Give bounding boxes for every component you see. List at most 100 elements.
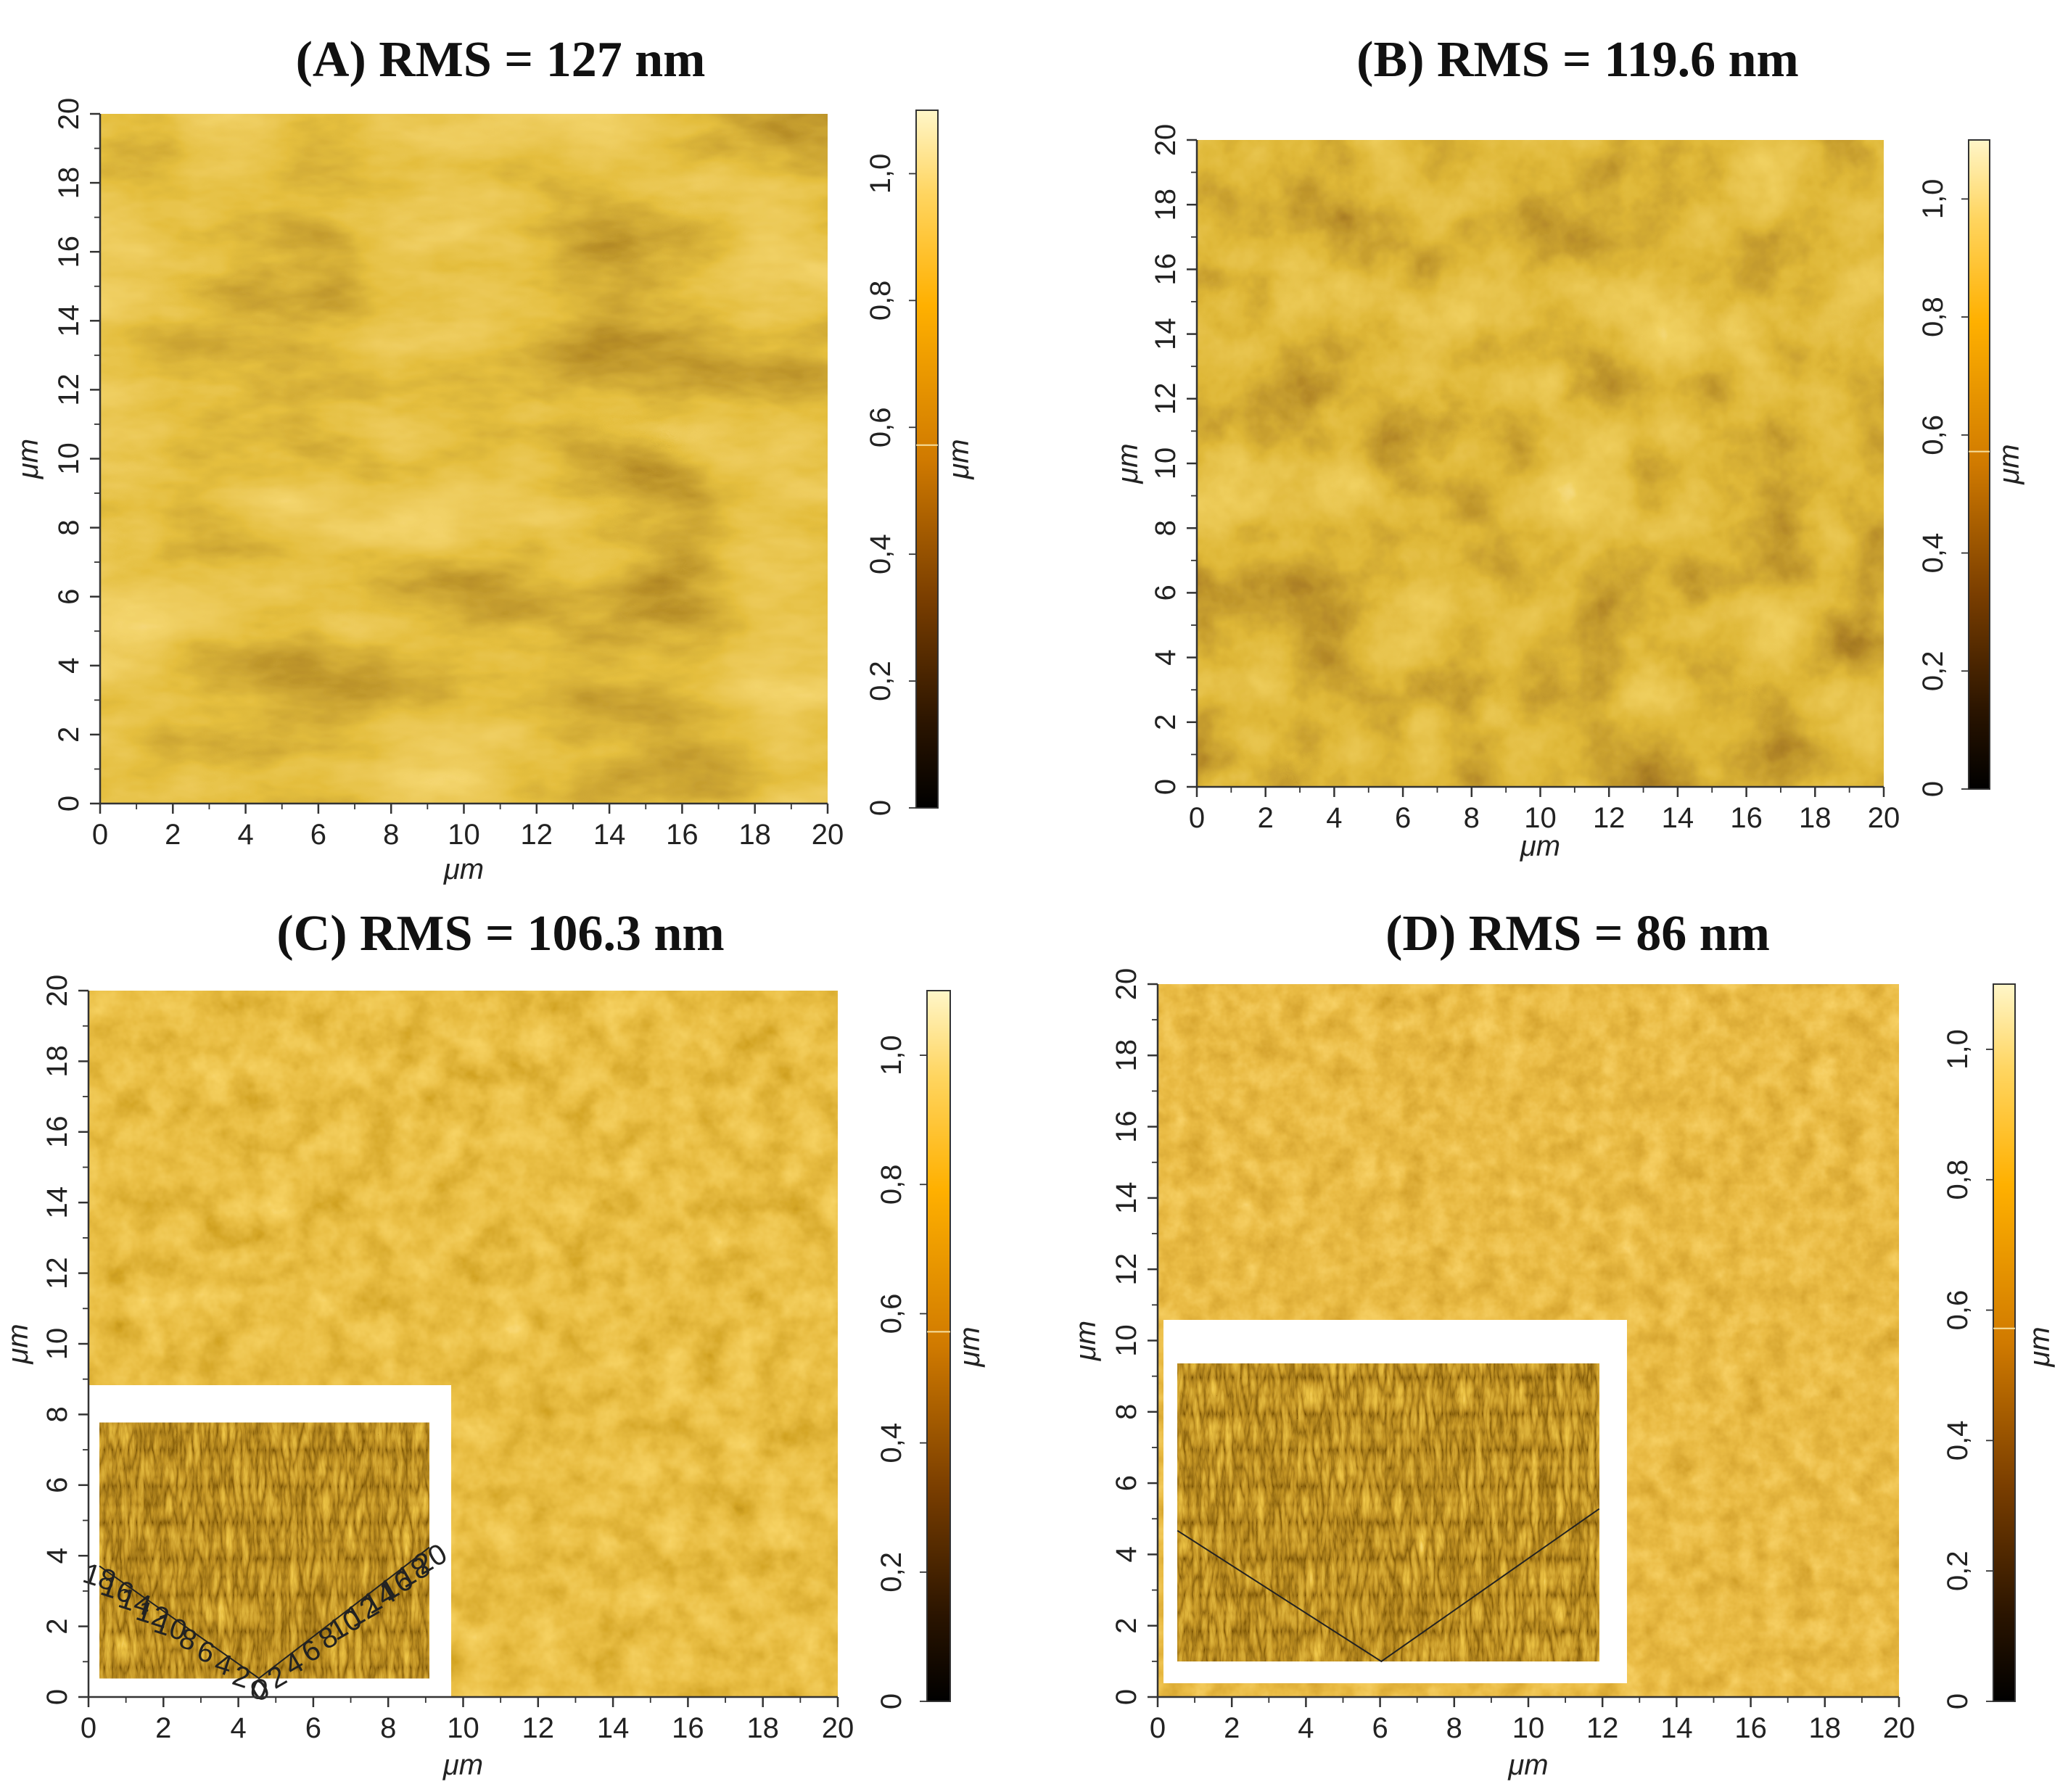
inset-base-edge [1177,1508,1600,1663]
colorbar-tick-label: 1,0 [1917,179,1949,220]
inset-base-edge [99,1546,430,1680]
x-tick-label: 18 [1809,1712,1842,1744]
panel-title: (D) RMS = 86 nm [1385,906,1770,962]
colorbar-label: μm [954,1326,986,1367]
y-axis-label: μm [12,439,44,479]
x-tick-label: 14 [597,1712,630,1744]
panel-rms-text: RMS = 86 nm [1469,906,1770,962]
panel-rms-text: RMS = 106.3 nm [360,906,725,962]
inset-surface [1177,1363,1599,1661]
colorbar-label: μm [943,439,975,479]
x-tick-label: 16 [1734,1712,1767,1744]
x-tick-label: 16 [672,1712,704,1744]
panel-rms-text: RMS = 119.6 nm [1437,32,1799,88]
y-tick-label: 6 [53,589,85,605]
colorbar [915,110,939,809]
panel-title-open-paren: ( [1356,32,1373,88]
x-tick-label: 4 [237,819,253,851]
x-tick-label: 10 [447,1712,479,1744]
colorbar-tick-label: 1,0 [865,154,897,194]
y-tick-label: 20 [41,975,73,1007]
x-tick-label: 10 [448,819,480,851]
y-tick-label: 18 [1111,1039,1142,1072]
colorbar-tick-label: 0,2 [876,1552,907,1593]
y-tick-label: 16 [53,236,85,268]
afm-height-map [1197,140,1884,787]
colorbar-tick-label: 0,6 [1917,415,1949,455]
y-tick-label: 18 [41,1045,73,1078]
x-tick-label: 20 [1883,1712,1916,1744]
y-tick-label: 14 [53,305,85,337]
x-axis-label: μm [1520,830,1560,862]
x-tick-label: 14 [1660,1712,1693,1744]
y-tick-label: 0 [1111,1689,1142,1705]
panel-title-close-paren: ) [1407,32,1437,88]
y-tick-label: 8 [1150,520,1182,536]
y-tick-label: 14 [1111,1182,1142,1215]
y-tick-label: 2 [53,727,85,743]
x-axis-label: μm [442,1749,483,1781]
colorbar-tick-label: 0,2 [1942,1551,1974,1591]
y-tick-label: 8 [41,1406,73,1422]
y-tick-label: 16 [1150,253,1182,286]
afm-height-map [100,114,828,804]
y-tick-label: 14 [41,1186,73,1219]
y-axis-label: μm [1112,443,1144,484]
y-tick-label: 20 [1150,124,1182,157]
y-tick-label: 18 [53,167,85,199]
panel-title-open-paren: ( [276,906,293,962]
x-tick-label: 16 [1730,802,1763,834]
afm-panel-c: (C) RMS = 106.3 nm1816141210864200246810… [2,906,986,1781]
y-tick-label: 10 [1150,447,1182,480]
y-tick-label: 0 [53,796,85,812]
x-tick-label: 6 [310,819,326,851]
colorbar-tick-label: 0,6 [876,1294,907,1334]
panel-title-open-paren: ( [296,32,313,88]
colorbar-tick-label: 0,6 [1942,1290,1974,1331]
colorbar-tick-label: 0,8 [1942,1160,1974,1200]
x-tick-label: 4 [1326,802,1342,834]
panel-title-close-paren: ) [1439,906,1469,962]
colorbar-tick-label: 0,8 [876,1164,907,1205]
x-tick-label: 0 [81,1712,96,1744]
colorbar-tick-label: 0,4 [1917,533,1949,574]
x-tick-label: 2 [1224,1712,1240,1744]
x-tick-label: 12 [1593,802,1626,834]
colorbar-tick-label: 0,8 [865,281,897,321]
x-tick-label: 8 [383,819,399,851]
panel-title: (C) RMS = 106.3 nm [276,906,724,962]
y-tick-label: 2 [1150,714,1182,730]
colorbar-label: μm [2024,1326,2056,1367]
x-tick-label: 0 [92,819,108,851]
y-tick-label: 14 [1150,318,1182,350]
colorbar-tick-label: 0,4 [865,534,897,574]
x-tick-label: 10 [1512,1712,1545,1744]
inset-surface [99,1422,429,1679]
colorbar-tick-label: 0,8 [1917,297,1949,337]
x-tick-label: 2 [165,819,181,851]
inset-3d-view [1163,1320,1627,1683]
y-tick-label: 0 [41,1689,73,1705]
x-tick-label: 20 [822,1712,854,1744]
x-tick-label: 6 [305,1712,321,1744]
x-tick-label: 4 [230,1712,246,1744]
x-tick-label: 18 [1799,802,1832,834]
x-tick-label: 16 [666,819,699,851]
y-tick-label: 12 [1111,1253,1142,1286]
colorbar-tick-label: 0 [1917,781,1949,797]
x-tick-label: 0 [1189,802,1205,834]
colorbar-tick-label: 1,0 [1942,1029,1974,1070]
x-axis-label: μm [1507,1749,1548,1781]
y-tick-label: 10 [41,1328,73,1360]
panel-letter: A [313,32,350,88]
y-tick-label: 12 [41,1257,73,1289]
afm-panel-b: (B) RMS = 119.6 nm 0 2 4 6 8 10 12 14 16 18 20 μm 0 2 4… [1112,32,2025,862]
afm-panel-a: (A) RMS = 127 nm 0 2 4 6 8 10 12 14 16 18 20 μm 0 2 4 6 8… [12,32,975,885]
y-tick-label: 20 [53,98,85,131]
colorbar-tick-label: 0 [876,1693,907,1709]
x-tick-label: 8 [1464,802,1480,834]
y-tick-label: 6 [41,1477,73,1493]
x-tick-label: 12 [521,819,553,851]
y-tick-label: 2 [1111,1618,1142,1634]
